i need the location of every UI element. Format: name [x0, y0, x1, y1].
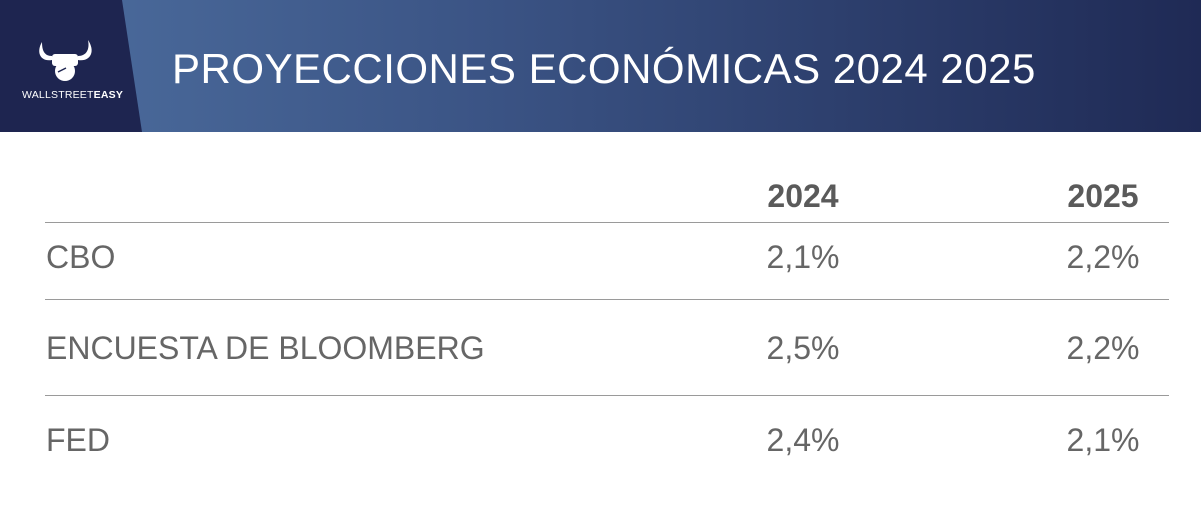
row-label: FED — [46, 422, 110, 458]
value-2025: 2,2% — [1066, 330, 1140, 366]
column-header-2024: 2024 — [767, 178, 839, 214]
logo: WALLSTREETEASY — [0, 0, 142, 132]
divider — [45, 395, 1169, 396]
value-2025: 2,2% — [1066, 239, 1140, 275]
divider — [45, 299, 1169, 300]
value-2024: 2,1% — [766, 239, 840, 275]
logo-text: WALLSTREETEASY — [22, 89, 124, 101]
row-label: CBO — [46, 239, 116, 275]
divider — [45, 222, 1169, 223]
column-header-2025: 2025 — [1067, 178, 1139, 214]
page-title: PROYECCIONES ECONÓMICAS 2024 2025 — [172, 45, 1036, 92]
header-banner: WALLSTREETEASY PROYECCIONES ECONÓMICAS 2… — [0, 0, 1201, 132]
value-2025: 2,1% — [1066, 422, 1140, 458]
value-2024: 2,5% — [766, 330, 840, 366]
bull-fist-icon — [39, 40, 92, 81]
row-label: ENCUESTA DE BLOOMBERG — [46, 330, 485, 366]
value-2024: 2,4% — [766, 422, 840, 458]
